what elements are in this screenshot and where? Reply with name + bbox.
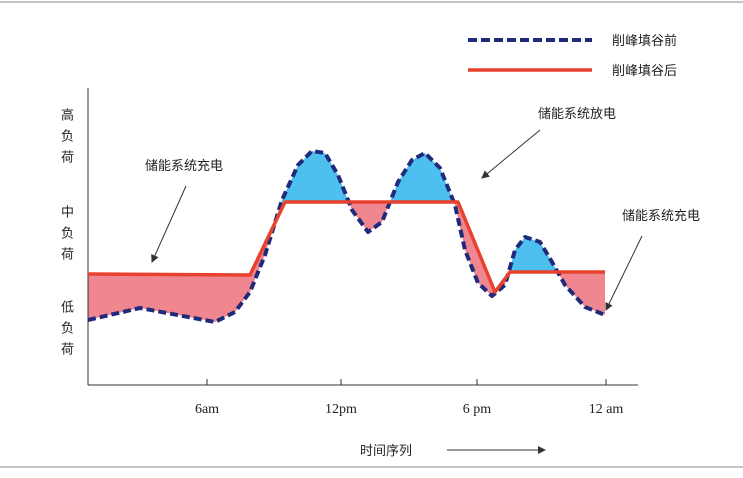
annotation: 储能系统放电 bbox=[538, 107, 616, 122]
x-ticks bbox=[206, 379, 607, 385]
y-label: 中负荷 bbox=[58, 205, 73, 268]
annotation-arrow bbox=[605, 235, 643, 311]
annotation-arrow bbox=[481, 129, 541, 179]
charge-area bbox=[88, 202, 605, 322]
annotation: 储能系统充电 bbox=[622, 208, 700, 224]
x-tick-label: 6 pm bbox=[463, 402, 492, 417]
legend-label: 削峰填谷前 bbox=[612, 33, 677, 49]
x-tick-label: 12pm bbox=[325, 402, 357, 417]
y-label: 高负荷 bbox=[58, 108, 73, 171]
discharge-area bbox=[88, 151, 605, 292]
legend-label: 削峰填谷后 bbox=[612, 64, 677, 79]
x-axis-title: 时间序列 bbox=[360, 444, 412, 459]
x-tick-label: 12 am bbox=[589, 402, 624, 417]
after-curve bbox=[87, 200, 605, 294]
x-tick-label: 6am bbox=[195, 402, 219, 417]
annotation: 储能系统充电 bbox=[145, 158, 223, 174]
annotation-arrow bbox=[151, 185, 187, 263]
y-label: 低负荷 bbox=[58, 300, 73, 363]
before-curve bbox=[87, 149, 606, 324]
